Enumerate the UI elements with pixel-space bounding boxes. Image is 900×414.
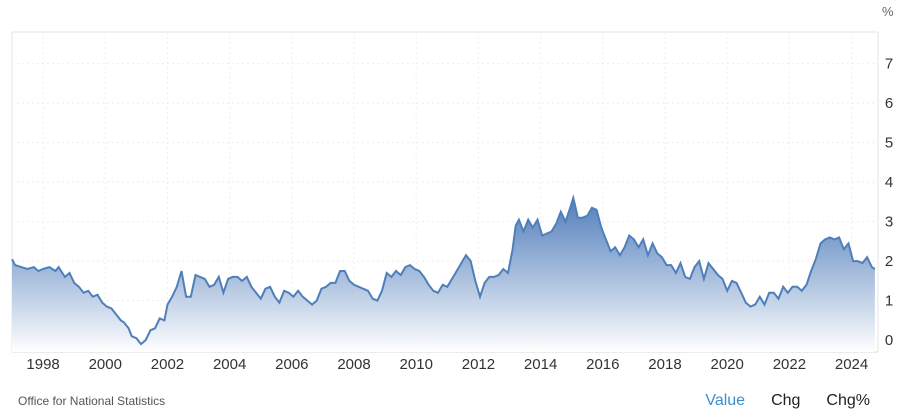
x-tick-label: 2014 (524, 356, 557, 373)
x-tick-label: 2002 (151, 356, 184, 373)
x-tick-label: 2004 (213, 356, 246, 373)
x-axis-labels: 1998 2000 2002 2004 2006 2008 2010 2012 2014 2016… (26, 356, 868, 373)
x-tick-label: 2020 (711, 356, 744, 373)
y-tick-label: 6 (885, 95, 893, 112)
view-tabs: Value Chg Chg% (705, 392, 870, 410)
y-tick-label: 4 (885, 174, 893, 191)
x-tick-label: 2000 (89, 356, 122, 373)
x-tick-label: 2022 (773, 356, 806, 373)
tab-value[interactable]: Value (705, 392, 746, 409)
chart: 0 1 2 3 4 5 6 7 1998 2000 2002 2004 2006 2008 2010 201… (11, 4, 894, 373)
y-tick-label: 2 (885, 253, 893, 270)
y-tick-label: 7 (885, 56, 893, 73)
x-tick-label: 2018 (648, 356, 681, 373)
x-tick-label: 2008 (337, 356, 370, 373)
y-tick-label: 0 (885, 332, 893, 349)
y-tick-label: 5 (885, 135, 893, 152)
x-tick-label: 2012 (462, 356, 495, 373)
y-tick-label: 3 (885, 214, 893, 231)
y-axis-labels: 0 1 2 3 4 5 6 7 (885, 56, 893, 350)
x-tick-label: 2010 (400, 356, 433, 373)
y-tick-label: 1 (885, 293, 893, 310)
series-area (12, 197, 875, 352)
source-label: Office for National Statistics (18, 394, 166, 408)
tab-chg[interactable]: Chg (771, 392, 801, 409)
y-axis-unit: % (882, 4, 894, 19)
x-tick-label: 2016 (586, 356, 619, 373)
x-tick-label: 1998 (26, 356, 59, 373)
series-line (11, 194, 876, 346)
x-tick-label: 2006 (275, 356, 308, 373)
tab-chg-percent[interactable]: Chg% (826, 392, 870, 409)
x-tick-label: 2024 (835, 356, 868, 373)
